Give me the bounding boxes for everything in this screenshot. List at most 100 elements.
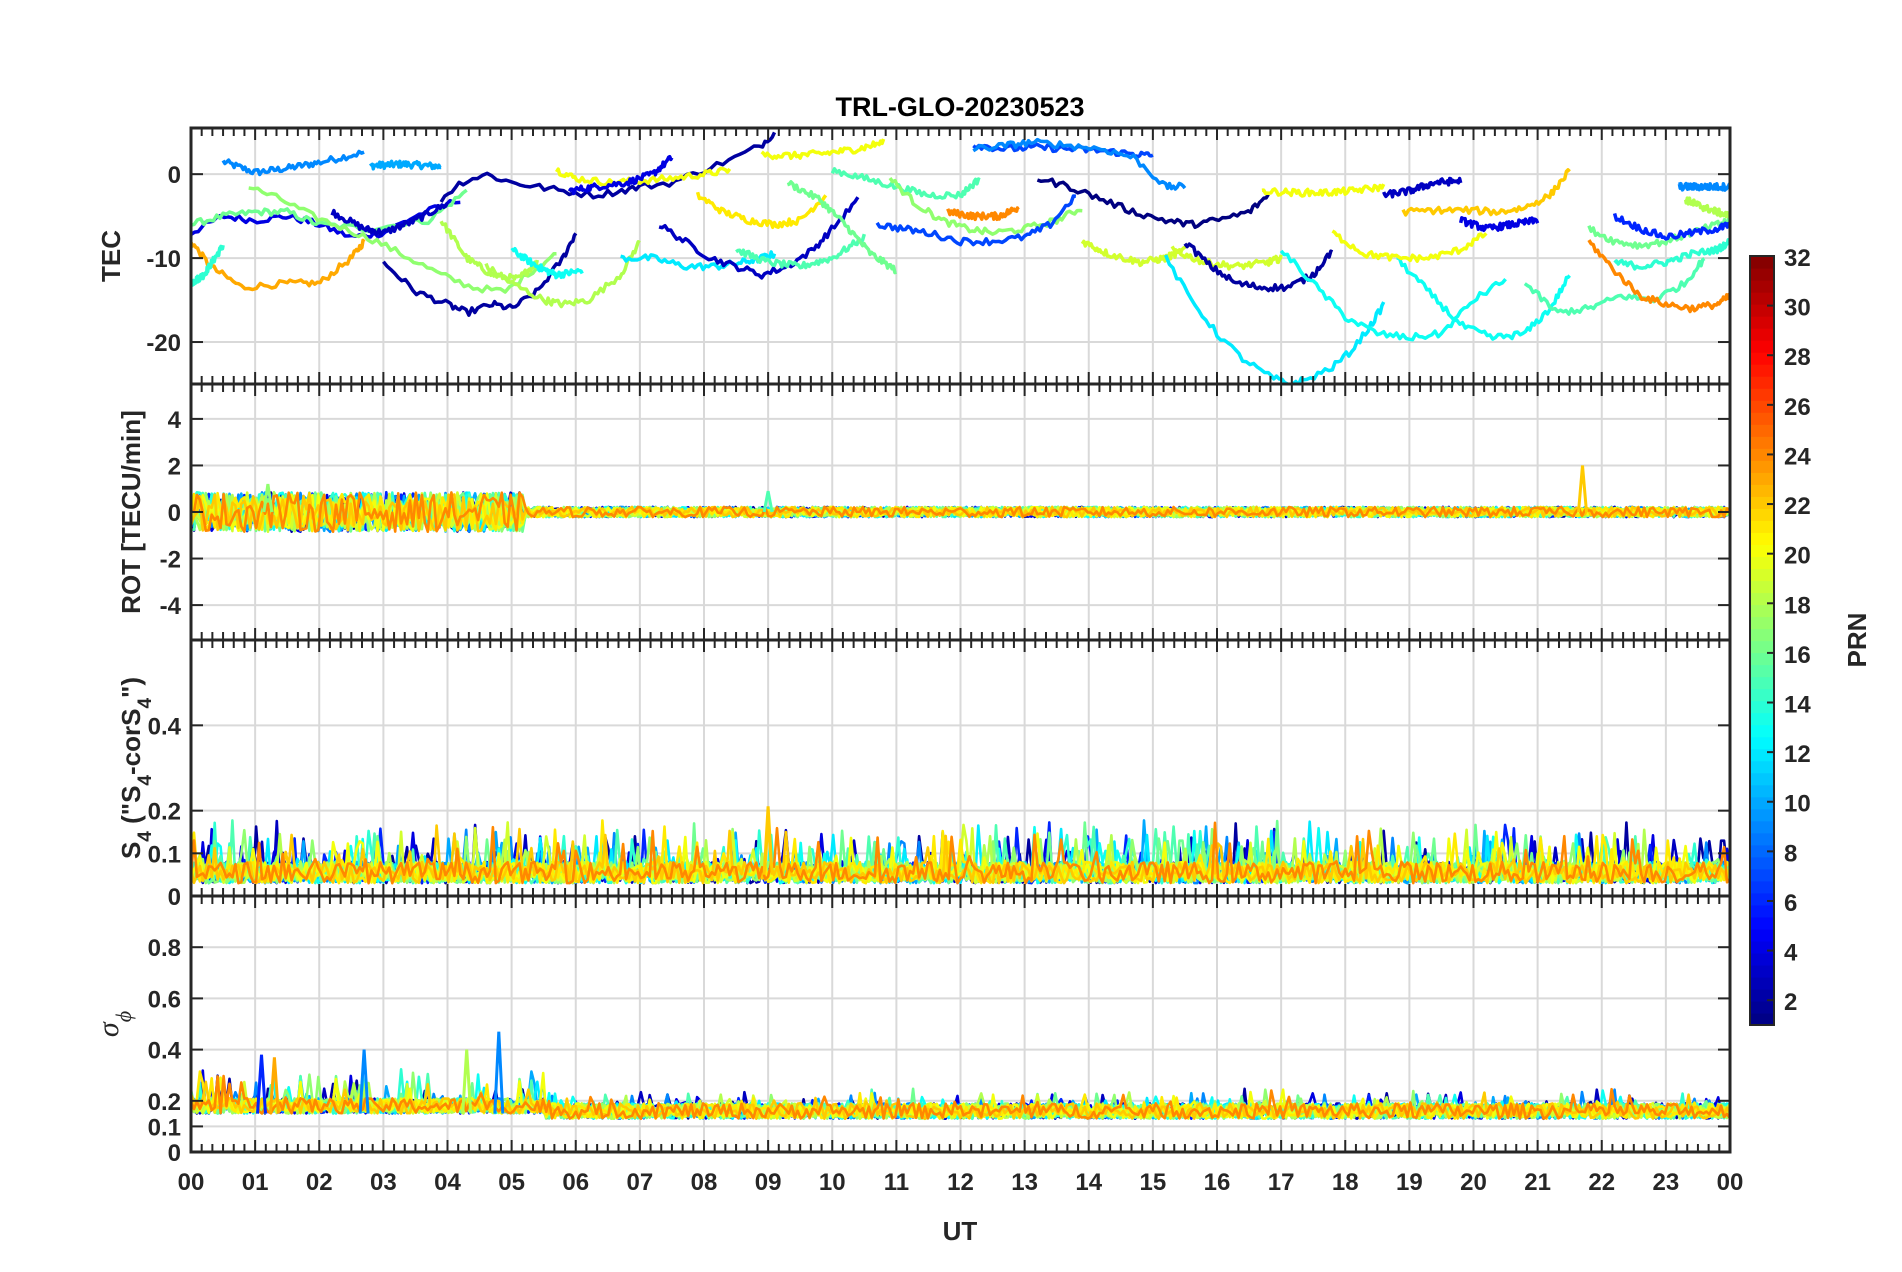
colorbar-segment <box>1750 844 1774 858</box>
rot-y-label: ROT [TECU/min] <box>116 410 146 614</box>
s4-y-label: S4 ("S4-corS4") <box>116 677 156 859</box>
colorbar-segment <box>1750 796 1774 810</box>
tec-line-prn-19 <box>1080 239 1187 268</box>
tec-line-prn-9 <box>1677 181 1730 192</box>
x-tick-label: 15 <box>1140 1169 1167 1196</box>
x-axis-tick-labels: 00 01 02 03 04 05 06 07 08 09 10 11 12 13 14 15 16 17 18 19… <box>178 1169 1744 1196</box>
colorbar-segment <box>1750 268 1774 281</box>
tec-line-prn-12 <box>620 250 777 272</box>
y-tick-label: 0.2 <box>148 799 181 826</box>
tec-line-prn-20 <box>555 166 732 188</box>
y-tick-label: 0 <box>168 500 181 527</box>
colorbar-segment <box>1750 292 1774 305</box>
colorbar-segment <box>1750 280 1774 293</box>
tec-line-prn-20 <box>1331 229 1488 263</box>
x-tick-label: 19 <box>1396 1169 1423 1196</box>
tec-line-prn-20 <box>760 138 886 161</box>
tec-line-prn-15 <box>735 233 866 270</box>
series-group <box>191 131 1730 384</box>
tec-line-prn-4 <box>567 154 674 196</box>
colorbar-segment <box>1750 724 1774 738</box>
y-tick-label: 0.4 <box>148 1038 182 1065</box>
x-tick-label: 12 <box>947 1169 974 1196</box>
tec-line-prn-14 <box>1613 238 1730 271</box>
x-tick-label: 11 <box>884 1169 909 1196</box>
colorbar-segment <box>1750 304 1774 317</box>
colorbar-segment <box>1750 352 1774 365</box>
y-tick-label: 0.1 <box>148 841 181 868</box>
colorbar-segment <box>1750 628 1774 642</box>
y-tick-label: 0.1 <box>148 1114 181 1141</box>
tec-line-prn-19 <box>1170 245 1283 271</box>
colorbar-segment <box>1750 376 1774 389</box>
rot-trace-prn-24 <box>191 491 1730 533</box>
x-tick-label: 10 <box>819 1169 846 1196</box>
svg-text:σϕ: σϕ <box>92 1011 136 1037</box>
colorbar-segment <box>1750 916 1774 930</box>
sigma_phi-spike <box>256 1054 267 1114</box>
x-tick-label: 06 <box>562 1169 589 1196</box>
tec-line-prn-9 <box>221 149 365 177</box>
tec-line-prn-9 <box>972 137 1187 191</box>
tec-line-prn-22 <box>1401 168 1571 217</box>
colorbar-segment <box>1750 532 1774 545</box>
tec-line-prn-21 <box>695 191 828 230</box>
colorbar-segment <box>1750 676 1774 690</box>
tec-line-prn-24 <box>1587 239 1730 314</box>
colorbar-segment <box>1750 412 1774 425</box>
plot-frame <box>189 894 1732 1154</box>
y-tick-label: -10 <box>146 246 181 273</box>
tec-line-prn-14 <box>191 244 225 287</box>
rot-spike <box>1577 465 1588 513</box>
colorbar-tick-label: 2 <box>1784 989 1797 1016</box>
colorbar-segment <box>1750 604 1774 618</box>
colorbar-segment <box>1750 364 1774 377</box>
y-tick-label: 0 <box>168 162 181 189</box>
colorbar-segment <box>1750 940 1774 954</box>
tec-line-prn-3 <box>330 201 450 237</box>
y-tick-label: 0.4 <box>148 713 182 740</box>
y-tick-label: 0.6 <box>148 986 181 1013</box>
sigma-phi-panel: 0.8 0.6 0.4 0.20.10 <box>148 894 1732 1167</box>
colorbar-segment <box>1750 616 1774 630</box>
colorbar-segment <box>1750 496 1774 509</box>
tec-line-prn-7 <box>875 194 1077 247</box>
tec-line-prn-17 <box>888 177 1083 236</box>
tec-line-prn-6 <box>1612 212 1730 241</box>
colorbar-segment <box>1750 652 1774 666</box>
colorbar-label: PRN <box>1842 613 1872 668</box>
x-tick-label: 00 <box>1717 1169 1744 1196</box>
colorbar-segment <box>1750 820 1774 834</box>
x-tick-label: 18 <box>1332 1169 1359 1196</box>
tec-line-prn-4 <box>1458 216 1540 233</box>
tec-line-prn-15 <box>1523 257 1706 316</box>
colorbar-segment <box>1750 664 1774 678</box>
tec-line-prn-16 <box>191 188 468 234</box>
sigma_phi-spike <box>493 1031 505 1114</box>
colorbar-tick-label: 24 <box>1784 443 1811 470</box>
colorbar-frame <box>1749 255 1775 1026</box>
x-tick-label: 20 <box>1460 1169 1487 1196</box>
tec-line-prn-12 <box>1164 254 1386 384</box>
sigma_phi-spike <box>358 1049 370 1114</box>
y-tick-label: 0 <box>168 884 181 911</box>
colorbar-segment <box>1750 736 1774 750</box>
colorbar-segment <box>1750 340 1774 353</box>
colorbar-tick-label: 4 <box>1784 940 1798 967</box>
colorbar-segment <box>1750 460 1774 473</box>
colorbar-segment <box>1750 520 1774 533</box>
colorbar-segment <box>1750 448 1774 461</box>
colorbar-segment <box>1750 544 1774 557</box>
s4-trace-prn-24 <box>191 821 1730 885</box>
tec-line-prn-2 <box>382 232 578 317</box>
colorbar-segment <box>1750 508 1774 521</box>
sigma_phi-trace-prn-24 <box>191 1074 1730 1120</box>
colorbar-segment <box>1750 832 1774 846</box>
colorbar-segment <box>1750 904 1774 918</box>
colorbar-tick-label: 30 <box>1784 295 1811 322</box>
x-tick-label: 23 <box>1653 1169 1680 1196</box>
colorbar-segment <box>1750 328 1774 341</box>
colorbar-segment <box>1750 988 1774 1002</box>
colorbar-tick-label: 14 <box>1784 692 1811 719</box>
